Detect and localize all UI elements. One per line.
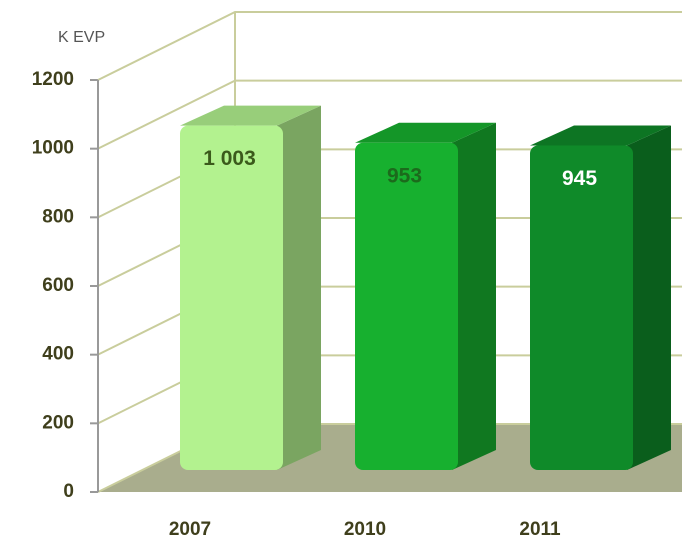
y-tick-label: 200 xyxy=(42,412,74,433)
bar-group: 1 003 xyxy=(180,105,321,471)
y-tick-label: 1000 xyxy=(32,138,74,159)
bar-top xyxy=(355,122,496,143)
bar-top xyxy=(530,125,671,146)
x-tick-label: 2011 xyxy=(519,519,561,540)
x-tick-label: 2007 xyxy=(169,519,211,540)
bar-group: 953 xyxy=(355,122,496,470)
y-tick-label: 600 xyxy=(42,275,74,296)
y-tick-label: 1200 xyxy=(32,69,74,90)
bar xyxy=(180,125,283,471)
y-tick-label: 800 xyxy=(42,206,74,227)
bar xyxy=(530,145,633,471)
y-tick-label: 400 xyxy=(42,344,74,365)
bar-side xyxy=(277,105,321,471)
value-label: 945 xyxy=(562,167,597,190)
bar-side xyxy=(627,125,671,471)
y-axis-label: K EVP xyxy=(58,29,105,46)
grid-line xyxy=(97,11,682,81)
value-label: 1 003 xyxy=(203,147,256,170)
bar-top xyxy=(180,105,321,126)
bar-group: 945 xyxy=(530,125,671,471)
bar-side xyxy=(452,122,496,470)
x-tick-label: 2010 xyxy=(344,519,386,540)
value-label: 953 xyxy=(387,164,422,187)
y-tick-label: 0 xyxy=(63,481,74,502)
bar xyxy=(355,142,458,470)
